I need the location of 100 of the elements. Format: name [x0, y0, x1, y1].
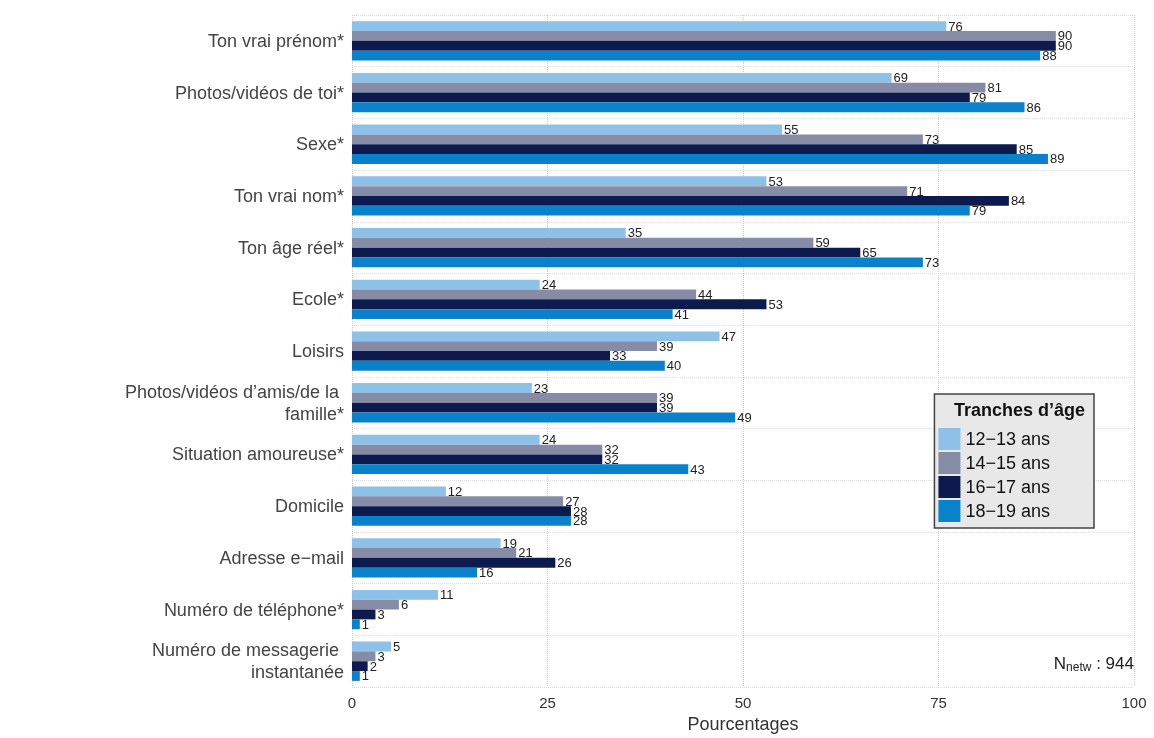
bar [352, 289, 697, 300]
y-tick-label: Photos/vidéos d’amis/de la famille* [124, 381, 344, 424]
bar [352, 496, 564, 507]
bar [352, 412, 736, 423]
bar [352, 82, 986, 93]
y-tick-label: Numéro de messagerie instantanée [151, 640, 344, 683]
data-label: 16 [479, 565, 494, 581]
bar [352, 154, 1048, 164]
data-label: 73 [924, 131, 940, 147]
data-label: 1 [361, 616, 370, 632]
bar [352, 341, 657, 352]
data-label: 3 [377, 648, 385, 664]
data-label: 39 [658, 338, 674, 354]
data-label: 21 [518, 545, 533, 561]
bar [352, 661, 368, 672]
y-tick-label: Ecole* [291, 289, 344, 310]
data-label: 53 [768, 296, 783, 312]
data-label: 49 [737, 409, 752, 425]
data-label: 11 [440, 587, 454, 603]
data-label: 44 [698, 286, 713, 302]
bar [352, 186, 908, 196]
bar [352, 237, 814, 248]
bar [352, 464, 689, 475]
data-label: 65 [862, 245, 877, 261]
bar [352, 102, 1025, 113]
bar [352, 205, 970, 216]
bar [352, 92, 970, 103]
legend-label: 12−13 ans [965, 429, 1050, 449]
x-axis-title: Pourcentages [687, 714, 799, 734]
data-label: 79 [971, 203, 987, 219]
bar [352, 548, 517, 558]
bar [352, 599, 399, 610]
bar [352, 360, 665, 371]
y-tick-label: Photos/vidéos de toi* [174, 82, 344, 103]
bar [352, 454, 603, 465]
legend-label: 18−19 ans [965, 501, 1050, 521]
data-label: 69 [893, 70, 909, 86]
data-label: 85 [1018, 141, 1034, 157]
data-label: 43 [690, 461, 705, 477]
data-label: 35 [627, 225, 643, 241]
bar [352, 195, 1009, 206]
bar [352, 228, 626, 238]
y-tick-label: Numéro de téléphone* [163, 599, 344, 620]
data-label: 12 [447, 483, 463, 499]
data-label: 47 [721, 328, 737, 344]
data-label: 73 [924, 254, 940, 270]
legend-label: 14−15 ans [965, 453, 1050, 473]
data-label: 79 [971, 89, 987, 105]
y-tick-label: Situation amoureuse* [171, 444, 344, 465]
bar [352, 538, 501, 549]
y-tick-label: Ton vrai nom* [233, 185, 344, 206]
bar [352, 567, 478, 578]
bar [352, 434, 540, 445]
bar [352, 671, 360, 681]
bar [352, 506, 571, 516]
data-label: 2 [369, 658, 377, 674]
data-label: 76 [948, 18, 963, 34]
data-label: 24 [541, 277, 557, 293]
data-label: 88 [1042, 48, 1057, 64]
y-tick-label: Ton âge réel* [237, 237, 344, 258]
bar [352, 257, 923, 268]
data-label: 41 [674, 306, 690, 322]
bar [352, 21, 947, 32]
bar [352, 247, 861, 258]
bar [352, 176, 767, 187]
legend-label: 16−17 ans [965, 477, 1050, 497]
data-label: 6 [400, 597, 409, 613]
data-label: 40 [666, 358, 682, 374]
bar [352, 402, 657, 413]
bar [352, 279, 540, 290]
legend-title: Tranches d’âge [953, 400, 1086, 420]
bar [352, 40, 1056, 51]
data-label: 71 [909, 183, 924, 199]
data-label: 55 [784, 122, 799, 138]
bar [352, 144, 1017, 155]
data-label: 23 [533, 380, 549, 396]
bar [352, 72, 892, 83]
data-label: 24 [541, 432, 557, 448]
bar [352, 619, 360, 630]
data-label: 5 [393, 639, 401, 655]
bar [352, 383, 532, 393]
bar [352, 392, 657, 403]
y-tick-label: Adresse e−mail [219, 547, 344, 568]
data-label: 1 [361, 668, 370, 684]
bar [352, 31, 1056, 41]
data-label: 59 [815, 235, 830, 251]
x-tick-label: 0 [347, 694, 357, 712]
bar [352, 486, 446, 497]
bar [352, 50, 1041, 61]
bar [352, 124, 783, 135]
y-tick-label: Ton vrai prénom* [207, 30, 344, 51]
bar [352, 557, 556, 568]
bar [352, 641, 392, 652]
data-label: 81 [987, 80, 1002, 96]
data-label: 86 [1026, 99, 1041, 115]
x-tick-label: 50 [734, 694, 752, 712]
data-label: 84 [1010, 193, 1026, 209]
y-tick-label: Sexe* [295, 134, 344, 155]
data-label: 89 [1049, 151, 1065, 167]
bar [352, 444, 603, 455]
